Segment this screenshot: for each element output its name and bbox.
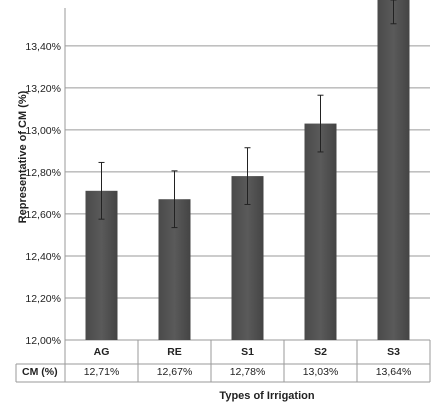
y-tick-label: 12,40%	[25, 251, 61, 263]
category-label: RE	[167, 346, 182, 358]
y-axis-label: Representative of CM (%)	[17, 90, 29, 223]
y-tick-label: 12,20%	[25, 293, 61, 305]
y-axis-ticks: 12,00% 12,20% 12,40% 12,60% 12,80% 13,00% 13,2…	[25, 41, 61, 347]
y-tick-label: 12,00%	[25, 335, 61, 347]
category-label: S1	[241, 346, 254, 358]
error-bar-ag	[98, 161, 105, 220]
category-label: S2	[314, 346, 327, 358]
y-tick-label: 13,40%	[25, 41, 61, 53]
y-tick-label: 12,80%	[25, 167, 61, 179]
table-cell: 12,78%	[230, 366, 266, 378]
table-cell: 13,03%	[303, 366, 339, 378]
error-bar-s1	[244, 147, 251, 205]
data-table: AG 12,71% RE 12,67% S1 12,78% S2 13,03% S3 13,64%…	[15, 340, 431, 383]
table-cell: 13,64%	[376, 366, 412, 378]
error-bars	[98, 0, 397, 229]
x-axis-label: Types of Irrigation	[219, 390, 314, 402]
error-bar-re	[171, 170, 178, 229]
bar-s3	[377, 0, 410, 340]
category-label: AG	[94, 346, 110, 358]
table-borders	[15, 340, 431, 383]
y-tick-label: 13,20%	[25, 83, 61, 95]
bar-s2	[304, 123, 337, 341]
y-tick-label: 13,00%	[25, 125, 61, 137]
error-bar-s3	[390, 0, 397, 25]
table-row-label: CM (%)	[22, 366, 58, 378]
table-cell: 12,71%	[84, 366, 120, 378]
table-cell: 12,67%	[157, 366, 193, 378]
category-label: S3	[387, 346, 400, 358]
y-tick-label: 12,60%	[25, 209, 61, 221]
error-bar-s2	[317, 94, 324, 153]
